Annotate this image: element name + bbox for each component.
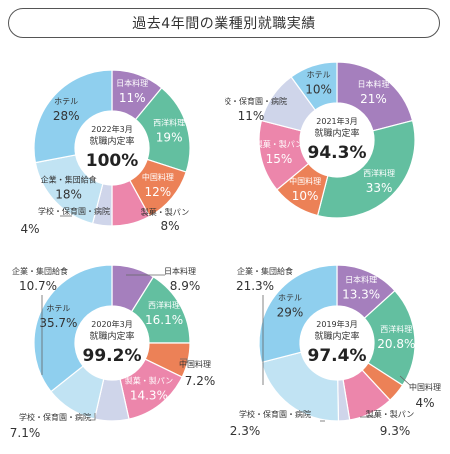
center-year: 2020年3月 [91, 319, 132, 329]
category-label: 製菓・製パン [255, 139, 303, 149]
center-rate-label: 就職内定率 [89, 135, 134, 147]
category-label: 学校・保育園・病院 [38, 206, 110, 216]
category-label: 企業・集団給食 [237, 266, 293, 276]
center-year: 2022年3月 [91, 124, 132, 134]
value-label: 16.1% [145, 313, 183, 327]
category-label: 日本料理 [345, 275, 377, 285]
leader-line [399, 375, 411, 386]
category-label: 製菓・製パン [125, 376, 173, 386]
value-label: 2.3% [230, 424, 261, 438]
donut-chart-2022: 日本料理 11% 西洋料理 19% 中国料理 12% 製菓・製パン 8% 学校・保育園・病院 4%… [0, 40, 225, 240]
donut-chart-2019-svg: 日本料理 13.3% 西洋料理 20.8% 中国料理 4%製菓・製パン 9.3% 学校・保育園… [230, 264, 441, 438]
value-label: 8.9% [170, 279, 201, 293]
value-label: 10% [305, 82, 332, 96]
category-label: 学校・保育園・病院 [19, 412, 91, 422]
value-label: 11% [238, 109, 265, 123]
category-label: 中国料理 [289, 176, 321, 186]
category-label: 中国料理 [179, 359, 211, 369]
value-label: 21.3% [236, 279, 274, 293]
value-label: 4% [20, 222, 39, 236]
value-label: 11% [119, 91, 146, 105]
slice-hotel [33, 69, 113, 164]
category-label: 日本料理 [116, 78, 148, 88]
donut-labels: 日本料理 21% 西洋料理 33% 中国料理 10% 製菓・製パン 15% 学校・保育園・病院 1… [215, 70, 395, 203]
center-rate-value: 99.2% [83, 346, 142, 366]
category-label: 西洋料理 [148, 300, 180, 310]
value-label: 35.7% [39, 316, 77, 330]
page-title: 過去4年間の業種別就職実績 [8, 8, 440, 38]
leader-line [180, 358, 188, 363]
center-rate-label: 就職内定率 [89, 330, 134, 342]
donut-chart-2019: 日本料理 13.3% 西洋料理 20.8% 中国料理 4% 製菓・製パン 9.3% 学校・保育園… [225, 245, 450, 450]
donut-chart-2022-svg: 日本料理 11% 西洋料理 19% 中国料理 12% 製菓・製パン 8% 学校・保育園・病院 4%… [20, 69, 191, 236]
leader-line [90, 413, 96, 421]
center-rate-label: 就職内定率 [314, 127, 359, 139]
value-label: 8% [160, 219, 179, 233]
category-label: 中国料理 [409, 382, 441, 392]
value-label: 18% [55, 188, 82, 202]
category-label: 学校・保育園・病院 [225, 96, 287, 106]
donut-chart-2020: 日本料理 8.9% 西洋料理 16.1% 中国料理 7.2% 製菓・製パン 14.3% 学校・保… [0, 245, 225, 450]
category-label: 西洋料理 [363, 168, 395, 178]
slice-hotel [33, 264, 113, 393]
value-label: 33% [366, 181, 393, 195]
center-rate-value: 100% [86, 151, 139, 171]
category-label: 西洋料理 [380, 324, 412, 334]
value-label: 4% [415, 396, 434, 410]
category-label: ホテル [54, 97, 78, 106]
category-label: ホテル [46, 304, 70, 313]
category-label: 西洋料理 [153, 117, 185, 127]
value-label: 10.7% [19, 279, 57, 293]
category-label: 中国料理 [142, 172, 174, 182]
category-label: 製菓・製パン [366, 409, 414, 419]
value-label: 21% [360, 92, 387, 106]
slice-corporate-catering [260, 351, 340, 422]
center-rate-label: 就職内定率 [314, 330, 359, 342]
category-label: 製菓・製パン [141, 207, 189, 217]
donut-chart-2021-svg: 日本料理 21% 西洋料理 33% 中国料理 10% 製菓・製パン 15% 学校・保育園・病院 1… [215, 61, 416, 219]
value-label: 19% [156, 130, 183, 144]
value-label: 28% [53, 109, 80, 123]
donut-labels: 日本料理 8.9% 西洋料理 16.1% 中国料理 7.2% 製菓・製パン 14.3% 学校・保… [10, 266, 216, 440]
donut-slices [33, 69, 191, 227]
donut-slices [258, 61, 416, 219]
category-label: ホテル [307, 70, 331, 79]
value-label: 15% [266, 152, 293, 166]
category-label: 企業・集団給食 [41, 175, 97, 185]
category-label: 企業・集団給食 [12, 266, 68, 276]
category-label: 日本料理 [357, 79, 389, 89]
value-label: 20.8% [377, 337, 415, 351]
slice-hotel [290, 61, 338, 111]
value-label: 7.2% [185, 374, 216, 388]
category-label: ホテル [278, 294, 302, 303]
center-year: 2019年3月 [316, 319, 357, 329]
value-label: 7.1% [10, 426, 41, 440]
value-label: 12% [145, 185, 172, 199]
value-label: 14.3% [130, 389, 168, 403]
donut-chart-2020-svg: 日本料理 8.9% 西洋料理 16.1% 中国料理 7.2% 製菓・製パン 14.3% 学校・保… [10, 264, 216, 440]
center-year: 2021年3月 [316, 116, 357, 126]
category-label: 日本料理 [164, 266, 196, 276]
center-rate-value: 97.4% [308, 346, 367, 366]
center-rate-value: 94.3% [308, 143, 367, 163]
category-label: 学校・保育園・病院 [239, 409, 311, 419]
slice-hotel [258, 264, 338, 364]
slice-western [316, 119, 416, 219]
donut-slices [33, 264, 191, 422]
value-label: 29% [277, 306, 304, 320]
donut-labels: 日本料理 11% 西洋料理 19% 中国料理 12% 製菓・製パン 8% 学校・保育園・病院 4%… [20, 78, 189, 236]
donut-slices [258, 264, 416, 422]
page-title-text: 過去4年間の業種別就職実績 [132, 16, 316, 32]
value-label: 13.3% [342, 288, 380, 302]
value-label: 9.3% [380, 424, 411, 438]
donut-labels: 日本料理 13.3% 西洋料理 20.8% 中国料理 4%製菓・製パン 9.3% 学校・保育園… [230, 266, 441, 438]
value-label: 10% [292, 189, 319, 203]
donut-chart-2021: 日本料理 21% 西洋料理 33% 中国料理 10% 製菓・製パン 15% 学校・保育園・病院 1… [215, 40, 450, 240]
